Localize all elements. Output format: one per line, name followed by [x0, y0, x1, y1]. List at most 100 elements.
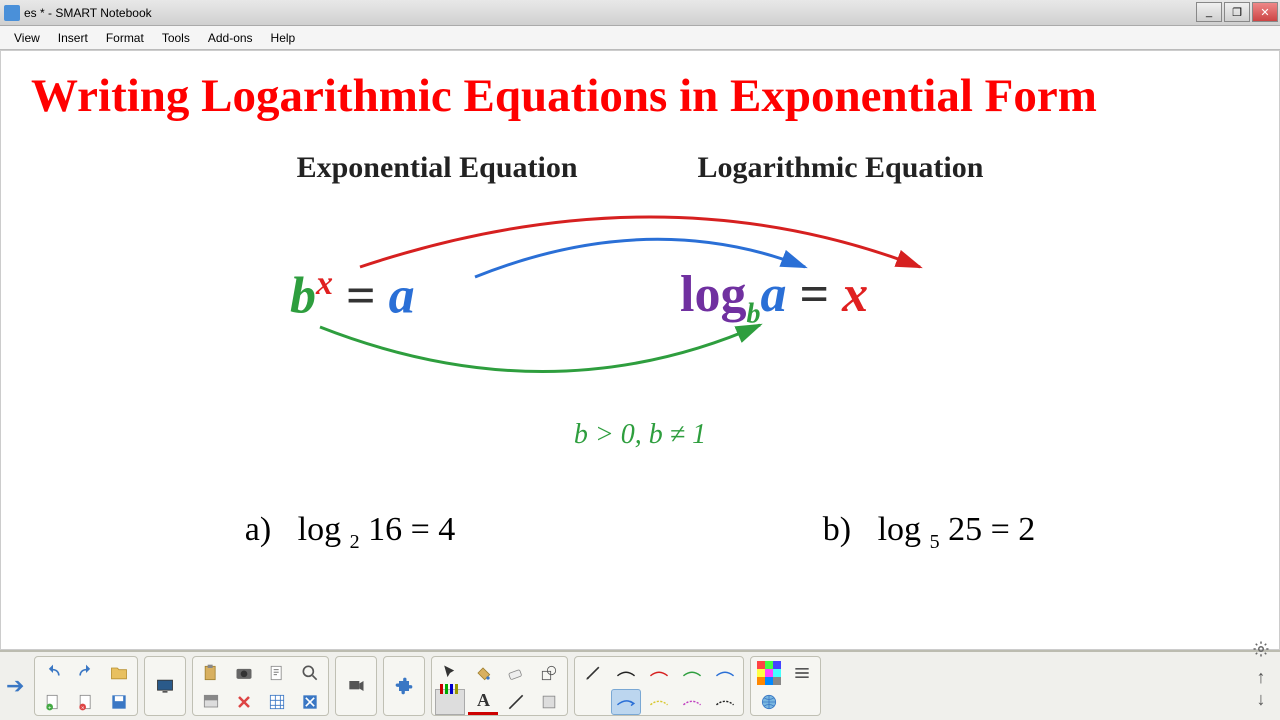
equation-labels: Exponential Equation Logarithmic Equatio… — [1, 151, 1279, 185]
toolbar-group-tools: A — [431, 656, 568, 716]
toolbar-group-props — [750, 656, 821, 716]
toolbar-group-history: + × — [34, 656, 138, 716]
line-tool[interactable] — [501, 689, 531, 715]
record-button[interactable] — [339, 662, 373, 710]
problem-b-base: 5 — [930, 531, 940, 553]
problem-a: a) log 2 16 = 4 — [245, 511, 456, 554]
problem-b: b) log 5 25 = 2 — [823, 511, 1035, 554]
label-logarithmic: Logarithmic Equation — [698, 151, 984, 185]
pens-tool[interactable] — [435, 689, 465, 715]
text-tool[interactable]: A — [468, 689, 498, 715]
move-toolbar-up-icon[interactable]: ↑ — [1250, 666, 1272, 688]
search-button[interactable] — [295, 660, 325, 686]
eq-exp-equals: = — [333, 267, 389, 324]
pen-blank[interactable] — [578, 689, 608, 715]
eq-log-word: log — [680, 266, 746, 323]
arrow-red — [360, 217, 920, 267]
toolbar-group-capture — [192, 656, 329, 716]
app-icon — [4, 5, 20, 21]
menu-tools[interactable]: Tools — [154, 29, 198, 47]
gear-icon[interactable] — [1250, 638, 1272, 660]
save-button[interactable] — [104, 689, 134, 715]
eq-exp-x: x — [316, 265, 333, 302]
line-style-red[interactable] — [644, 660, 674, 686]
color-picker-button[interactable] — [754, 660, 784, 686]
table-button[interactable] — [262, 689, 292, 715]
line-style-mag-dash[interactable] — [677, 689, 707, 715]
menubar: View Insert Format Tools Add-ons Help — [0, 26, 1280, 50]
problem-a-base: 2 — [350, 531, 360, 553]
problem-a-log: log — [298, 511, 350, 548]
problem-b-log: log — [878, 511, 930, 548]
svg-text:×: × — [81, 706, 84, 712]
fill-tool[interactable] — [468, 660, 498, 686]
toolbar-move-controls: ↑ ↓ — [1250, 666, 1272, 710]
close-button[interactable]: ✕ — [1252, 2, 1278, 22]
minimize-button[interactable]: _ — [1196, 2, 1222, 22]
line-style-blue[interactable] — [710, 660, 740, 686]
transparency-button[interactable] — [787, 689, 817, 715]
line-style-blue-arrow[interactable] — [611, 689, 641, 715]
delete-button[interactable] — [229, 689, 259, 715]
menu-addons[interactable]: Add-ons — [200, 29, 261, 47]
redo-button[interactable] — [71, 660, 101, 686]
toolbar-right-controls: ↑ ↓ — [1250, 638, 1272, 710]
nav-forward-icon[interactable]: ➔ — [6, 673, 24, 699]
open-button[interactable] — [104, 660, 134, 686]
menu-insert[interactable]: Insert — [50, 29, 96, 47]
problems-row: a) log 2 16 = 4 b) log 5 25 = 2 — [1, 511, 1279, 554]
screen-shade-button[interactable] — [196, 689, 226, 715]
toolbar-group-display — [144, 656, 186, 716]
eq-log-equals: = — [786, 266, 842, 323]
select-tool[interactable] — [435, 660, 465, 686]
page-canvas: Writing Logarithmic Equations in Exponen… — [0, 50, 1280, 650]
line-style-green[interactable] — [677, 660, 707, 686]
regular-poly-tool[interactable] — [534, 689, 564, 715]
menu-view[interactable]: View — [6, 29, 48, 47]
line-style-yellow-dash[interactable] — [644, 689, 674, 715]
window-titlebar: es * - SMART Notebook _ ❐ ✕ — [0, 0, 1280, 26]
label-exponential: Exponential Equation — [297, 151, 578, 185]
problem-a-rest: 16 = 4 — [360, 511, 456, 548]
equation-diagram: bx = a logba = x — [260, 187, 1020, 407]
web-button[interactable] — [754, 689, 784, 715]
eq-log-b: b — [746, 298, 760, 329]
paste-button[interactable] — [196, 660, 226, 686]
bottom-toolbar: ➔ + × — [0, 650, 1280, 720]
move-toolbar-down-icon[interactable]: ↓ — [1250, 688, 1272, 710]
maximize-button[interactable]: ❐ — [1224, 2, 1250, 22]
page-title: Writing Logarithmic Equations in Exponen… — [1, 51, 1279, 123]
line-props-button[interactable] — [787, 660, 817, 686]
menu-help[interactable]: Help — [263, 29, 304, 47]
window-title: es * - SMART Notebook — [24, 6, 152, 20]
constraint-text: b > 0, b ≠ 1 — [1, 419, 1279, 451]
arrow-green — [320, 325, 760, 372]
eq-log-x: x — [842, 266, 868, 323]
undo-button[interactable] — [38, 660, 68, 686]
toolbar-group-pen-styles — [574, 656, 744, 716]
puzzle-button[interactable] — [387, 662, 421, 710]
camera-button[interactable] — [229, 660, 259, 686]
exponential-equation: bx = a — [290, 265, 415, 325]
line-style-black[interactable] — [611, 660, 641, 686]
eq-exp-a: a — [389, 267, 415, 324]
line-style-black-dash[interactable] — [710, 689, 740, 715]
toolbar-group-addons2 — [383, 656, 425, 716]
problem-b-rest: 25 = 2 — [940, 511, 1036, 548]
svg-text:+: + — [48, 706, 52, 712]
logarithmic-equation: logba = x — [680, 265, 868, 330]
screen-button[interactable] — [148, 662, 182, 710]
problem-b-label: b) — [823, 511, 851, 548]
eraser-tool[interactable] — [501, 660, 531, 686]
menu-format[interactable]: Format — [98, 29, 152, 47]
eq-log-a: a — [760, 266, 786, 323]
shapes-tool[interactable] — [534, 660, 564, 686]
toolbar-group-insert — [335, 656, 377, 716]
pen-style-pen[interactable] — [578, 660, 608, 686]
doc-cam-button[interactable] — [262, 660, 292, 686]
problem-a-label: a) — [245, 511, 271, 548]
activity-button[interactable] — [295, 689, 325, 715]
eq-b: b — [290, 267, 316, 324]
delete-page-button[interactable]: × — [71, 689, 101, 715]
new-page-button[interactable]: + — [38, 689, 68, 715]
